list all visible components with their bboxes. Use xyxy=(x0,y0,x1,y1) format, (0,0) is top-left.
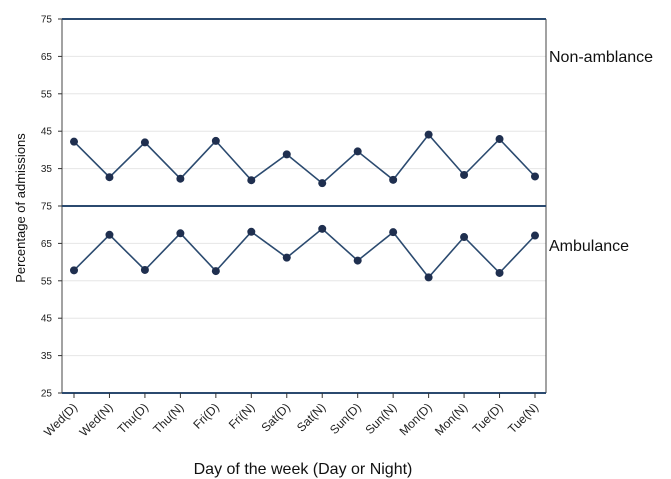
x-tick-label: Wed(D) xyxy=(41,400,80,439)
panel-label: Ambulance xyxy=(549,238,629,255)
y-tick-label: 45 xyxy=(41,314,53,325)
data-point xyxy=(318,179,327,188)
data-point xyxy=(211,136,220,145)
data-point xyxy=(353,256,362,265)
x-tick-label: Fri(D) xyxy=(190,400,222,432)
x-tick-label: Sun(D) xyxy=(327,400,364,437)
data-point xyxy=(247,227,256,236)
x-tick-label: Tue(N) xyxy=(505,400,541,436)
data-point xyxy=(211,267,220,276)
y-tick-label: 35 xyxy=(41,351,53,362)
series-line xyxy=(73,133,536,185)
data-point xyxy=(282,253,291,262)
series-line xyxy=(73,227,536,279)
grid-layer xyxy=(62,55,546,357)
data-point xyxy=(105,230,114,239)
data-point xyxy=(70,266,78,275)
data-point xyxy=(247,176,256,185)
data-point xyxy=(105,173,114,182)
y-tick-label: 45 xyxy=(41,127,53,138)
x-tick-label: Thu(D) xyxy=(115,400,151,436)
y-tick-label: 75 xyxy=(41,202,53,213)
x-tick-label: Sat(N) xyxy=(294,400,328,434)
y-tick-label: 25 xyxy=(41,389,53,400)
y-tick-label: 55 xyxy=(41,276,53,287)
data-point xyxy=(495,135,504,144)
y-tick-label: 35 xyxy=(41,164,53,175)
data-point xyxy=(424,273,433,282)
y-tick-label: 65 xyxy=(41,52,53,63)
y-axis-title: Percentage of admissions xyxy=(13,133,28,283)
x-axis-title: Day of the week (Day or Night) xyxy=(194,461,413,478)
data-point xyxy=(495,268,504,277)
x-tick-label: Sat(D) xyxy=(258,400,292,434)
chart-frame xyxy=(61,18,547,394)
x-tick-labels: Wed(D)Wed(N) Thu(D) Thu(N) Fri(D) Fri(N) Sat(… xyxy=(41,393,541,439)
data-point xyxy=(389,228,398,237)
data-point xyxy=(460,170,469,179)
data-point xyxy=(70,137,78,146)
data-point xyxy=(282,150,291,159)
data-point xyxy=(424,130,433,139)
panel-labels: Non-amblance Ambulance xyxy=(549,49,653,255)
data-point xyxy=(318,224,327,233)
data-point xyxy=(140,265,149,274)
series-layer xyxy=(70,130,539,282)
data-point xyxy=(389,175,398,184)
y-tick-labels: 35 45 55 65 75 25 35 45 55 65 75 xyxy=(41,15,62,400)
x-tick-label: Thu(N) xyxy=(150,400,186,436)
data-point xyxy=(176,174,185,183)
x-tick-label: Tue(D) xyxy=(470,400,506,436)
y-tick-label: 75 xyxy=(41,15,53,26)
x-tick-label: Mon(N) xyxy=(432,400,470,438)
data-point xyxy=(140,138,149,147)
data-point xyxy=(531,231,539,240)
data-point xyxy=(353,147,362,156)
x-tick-label: Fri(N) xyxy=(226,400,258,432)
y-tick-label: 55 xyxy=(41,89,53,100)
panel-label: Non-amblance xyxy=(549,49,653,66)
y-tick-label: 65 xyxy=(41,239,53,250)
x-tick-label: Mon(D) xyxy=(397,400,435,438)
x-tick-label: Sun(N) xyxy=(362,400,399,437)
data-point xyxy=(531,172,539,181)
x-tick-label: Wed(N) xyxy=(77,400,116,439)
data-point xyxy=(176,229,185,238)
data-point xyxy=(460,233,469,242)
